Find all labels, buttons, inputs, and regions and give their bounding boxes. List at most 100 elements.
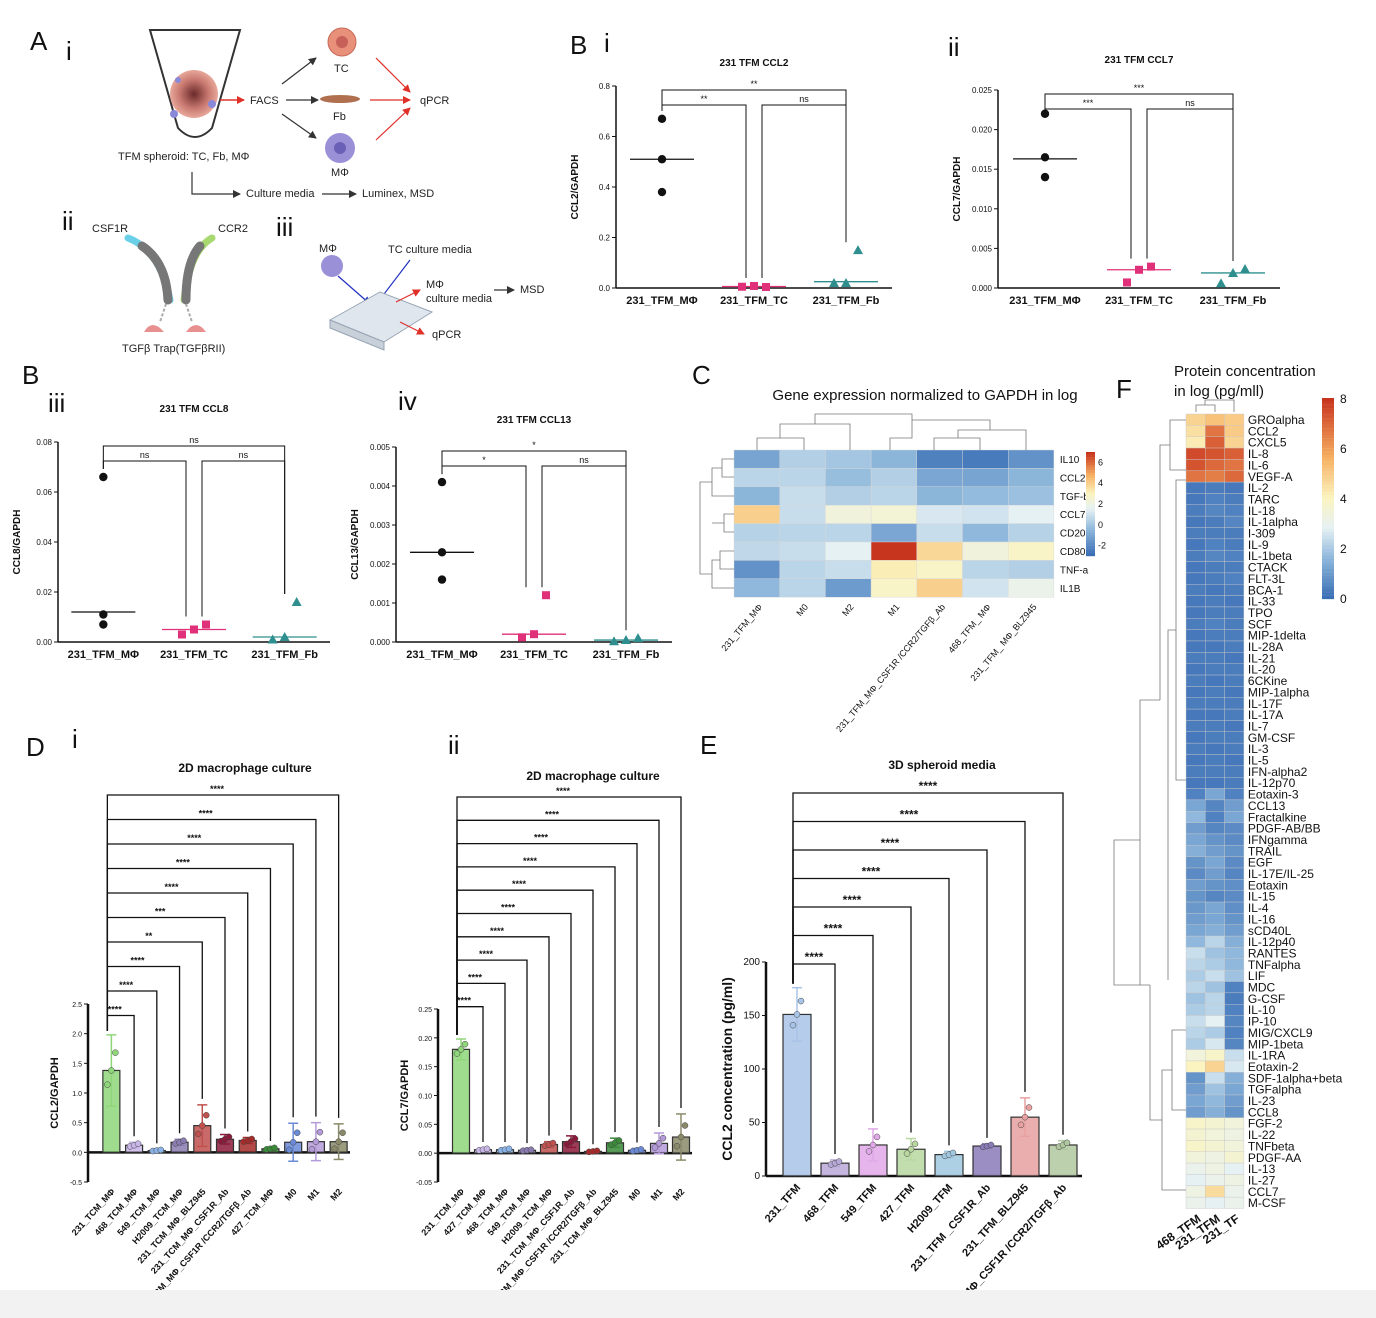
protein-label: IFNgamma [1248,833,1308,847]
replicate-point [308,1145,316,1153]
heatmap-cell [1224,901,1245,914]
heatmap-cell [1224,640,1245,653]
y-axis-label: CCL8/GAPDH [12,509,23,574]
heatmap-cell [1205,731,1225,744]
macrophage-dot-icon [170,110,178,118]
heatmap-cell [1224,447,1245,460]
x-category-label: 231_TFM_MΦ [1009,295,1080,307]
replicate-point [248,1135,255,1143]
x-category-label: 231_TFM_MΦ [626,295,697,307]
replicate-point [651,1144,659,1151]
protein-label: RANTES [1248,946,1297,960]
heatmap-cell [1185,1196,1206,1209]
heatmap-cell [779,578,826,598]
significance-label: ** [750,79,758,89]
data-point [291,597,302,606]
y-tick-label: 0.003 [370,521,391,530]
chart-title: 231 TFM CCL13 [497,415,572,426]
heatmap-cell [1205,742,1225,755]
replicate-point [1021,1113,1029,1121]
heatmap-title-line2: in log (pg/mll) [1174,383,1264,400]
heatmap-cell [1224,856,1245,869]
x-category-label: 231_TFM_MΦ [406,649,477,661]
color-scale-segment [1086,488,1095,492]
significance-bracket [456,842,638,1143]
heatmap-cell [1224,1128,1245,1141]
heatmap-cell [1185,913,1206,925]
row-label: IL10 [1060,455,1080,466]
heatmap-cell [825,505,872,524]
color-scale-segment [1322,454,1334,459]
data-point [750,281,758,290]
heatmap-cell [1205,561,1225,574]
heatmap-cell [1008,505,1055,524]
panel-letter-e: E [700,730,717,760]
heatmap-cell [1205,845,1225,857]
color-scale-tick: 6 [1098,457,1103,467]
heatmap-cell [779,449,826,469]
color-scale-segment [1086,452,1095,455]
x-category-label: 231_TFM_TC [720,295,788,307]
heatmap-cell [733,449,780,469]
heatmap-cell [1205,1083,1225,1096]
significance-label: **** [501,903,516,913]
data-point [542,591,550,600]
protein-label: M-CSF [1248,1196,1286,1210]
heatmap-cell [1205,788,1225,801]
y-tick-label: 0.2 [599,234,611,243]
significance-label: **** [490,926,505,936]
heatmap-cell [1205,822,1225,835]
significance-label: *** [1083,98,1094,108]
significance-bracket [456,866,616,1133]
protein-label: IL-2 [1248,481,1269,495]
protein-label: IL-17A [1248,708,1283,722]
color-scale-segment [1086,530,1095,533]
heatmap-cell [825,560,872,580]
heatmap-cell [1224,436,1245,449]
heatmap-cell [1205,913,1225,925]
heatmap-cell [916,578,963,598]
color-scale-segment [1086,514,1095,518]
heatmap-cell [1224,459,1245,471]
significance-label: **** [512,879,527,889]
row-label: CCL7 [1060,510,1086,521]
heatmap-cell [916,486,963,506]
x-category-label: 231_TFM_TC [500,649,568,661]
row-dendrogram [699,458,734,589]
data-point [1228,267,1238,277]
x-category-label: 231_TFM_Fb [593,649,660,661]
color-scale-segment [1322,418,1334,422]
protein-label: IL-13 [1248,1162,1276,1176]
replicate-point [453,1050,461,1057]
replicate-point [289,1138,297,1146]
significance-bracket [106,843,294,1118]
chart-b-i: 231 TFM CCL2 0.0 0.2 0.4 0.6 0.8 CCL2/GAPDH 231… [570,58,892,307]
y-axis-label: CCL7/GAPDH [399,1060,411,1132]
protein-label: 6CKine [1248,674,1288,688]
chart-e: 3D spheroid media 0 50 100 150 200 CCL2 concen… [719,758,1082,1318]
data-point [99,472,108,482]
color-scale-segment [1086,498,1095,502]
significance-label: **** [556,786,571,796]
heatmap-cell [1185,1117,1206,1130]
color-scale-segment [1086,454,1095,458]
heatmap-cell [1224,879,1245,891]
heatmap-cell [1185,618,1206,630]
y-tick-label: 0.015 [972,165,993,174]
heatmap-cell [1224,697,1245,710]
heatmap-cell [1185,504,1206,517]
spheroid-caption: TFM spheroid: TC, Fb, MΦ [118,151,250,163]
heatmap-cell [1205,867,1225,880]
heatmap-cell [1205,493,1225,506]
heatmap-cell [1205,958,1225,971]
tgfb-trap-right-icon [186,325,206,332]
data-point [518,633,526,642]
heatmap-cell [1205,890,1225,903]
significance-label: ** [700,94,708,104]
protein-label: CCL2 [1248,424,1279,438]
heatmap-cell [1185,572,1206,585]
msd-label: MSD [520,284,545,296]
data-point [738,282,746,291]
column-dendrogram [756,413,1027,450]
heatmap-cell [1185,1162,1206,1175]
